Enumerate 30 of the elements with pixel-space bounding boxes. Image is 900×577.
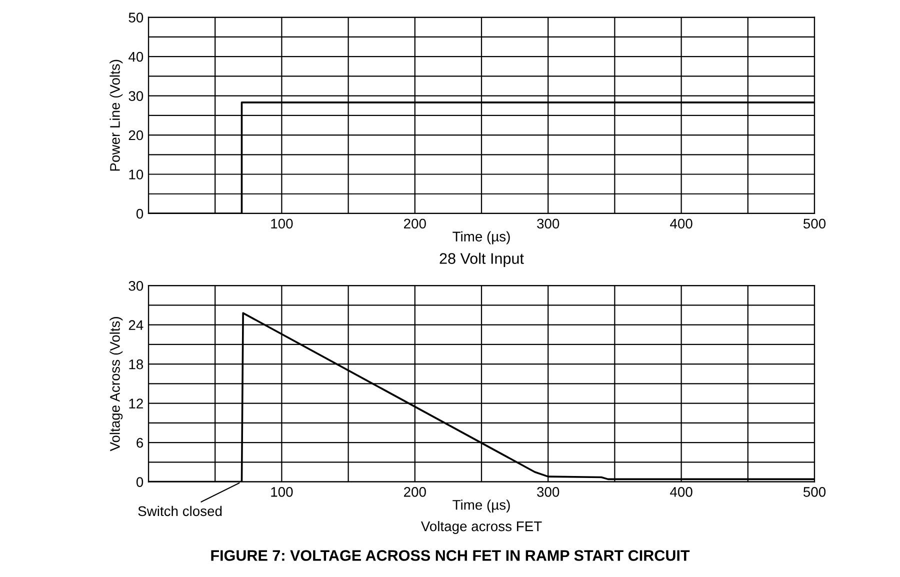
y-axis-title: Voltage Across (Volts) bbox=[110, 317, 123, 452]
x-tick-label: 300 bbox=[537, 218, 560, 229]
y-tick-label: 40 bbox=[128, 52, 144, 62]
x-tick-label: 200 bbox=[404, 487, 426, 497]
x-axis-title: Time (µs) bbox=[452, 231, 510, 244]
x-axis-title: Time (µs) bbox=[452, 500, 510, 513]
y-tick-label: 50 bbox=[128, 12, 144, 22]
y-tick-label: 30 bbox=[128, 91, 144, 101]
caption: FIGURE 7: VOLTAGE ACROSS NCH FET IN RAMP START CIRCUIT bbox=[211, 550, 690, 561]
x-tick-label: 200 bbox=[404, 218, 426, 229]
x-tick-label: 100 bbox=[271, 218, 293, 229]
x-tick-label: 400 bbox=[670, 487, 692, 497]
y-tick-label: 18 bbox=[129, 359, 144, 370]
text: 28 Volt Input bbox=[440, 252, 524, 267]
x-tick-label: 100 bbox=[271, 487, 293, 497]
x-tick-label: 500 bbox=[803, 218, 826, 229]
x-tick-label: 400 bbox=[670, 218, 692, 229]
y-tick-label: 30 bbox=[128, 280, 144, 291]
text: Voltage across FET bbox=[420, 521, 542, 534]
y-tick-label: 24 bbox=[128, 320, 144, 330]
annotation: Switch closed bbox=[138, 506, 222, 516]
x-tick-label: 500 bbox=[803, 487, 826, 497]
y-tick-label: 6 bbox=[136, 438, 144, 448]
x-tick-label: 300 bbox=[537, 487, 560, 497]
y-axis-title: Power Line (Volts) bbox=[110, 60, 123, 171]
y-tick-label: 20 bbox=[128, 130, 144, 140]
y-tick-label: 0 bbox=[136, 477, 144, 487]
y-tick-label: 12 bbox=[129, 398, 143, 408]
y-tick-label: 0 bbox=[136, 208, 144, 219]
y-tick-label: 10 bbox=[129, 170, 144, 180]
